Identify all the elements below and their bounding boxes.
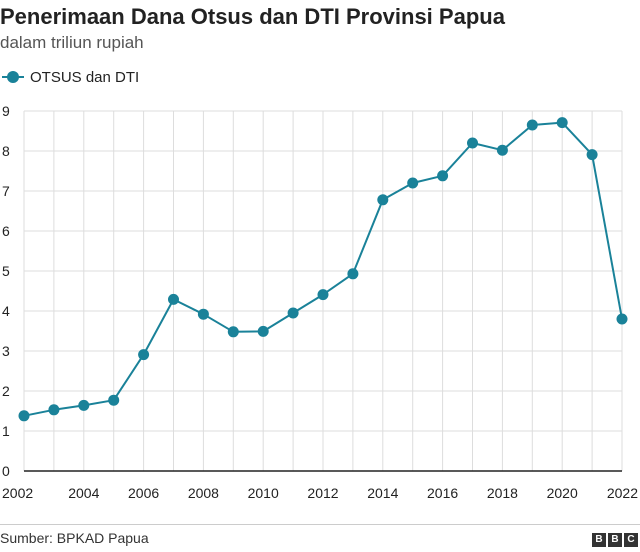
data-point	[138, 349, 150, 361]
data-point	[347, 268, 359, 280]
line-chart: 0 1 2 3 4 5 6 7 8 9 2002 2004 2006 2008 2010 2012 2014 20…	[2, 103, 638, 501]
data-point	[496, 144, 508, 156]
y-tick-label: 0	[2, 463, 10, 479]
chart-subtitle: dalam triliun rupiah	[0, 33, 144, 52]
data-point	[78, 399, 90, 411]
data-point	[616, 313, 628, 325]
source-note: Sumber: BPKAD Papua	[0, 530, 149, 546]
bbc-logo-letter: C	[624, 533, 638, 547]
data-point	[526, 119, 538, 131]
y-tick-label: 2	[2, 383, 10, 399]
y-tick-label: 3	[2, 343, 10, 359]
data-point	[377, 194, 389, 206]
y-tick-label: 4	[2, 303, 10, 319]
y-tick-label: 9	[2, 103, 10, 119]
data-point	[257, 325, 269, 337]
data-point	[586, 149, 598, 161]
data-point	[168, 293, 179, 305]
x-tick-label: 2008	[188, 485, 219, 501]
data-point	[18, 410, 30, 422]
bbc-logo: B B C	[592, 533, 638, 547]
data-point	[467, 137, 478, 149]
data-point	[407, 177, 419, 189]
legend-label: OTSUS dan DTI	[30, 68, 140, 86]
data-point	[437, 170, 449, 182]
data-point	[197, 308, 209, 320]
y-tick-label: 5	[2, 263, 10, 279]
y-tick-label: 8	[2, 143, 10, 159]
footer-divider	[0, 524, 640, 525]
legend: OTSUS dan DTI	[2, 68, 139, 86]
data-point	[108, 394, 120, 406]
data-point	[317, 289, 329, 301]
x-tick-label: 2016	[427, 485, 458, 501]
data-point	[556, 117, 568, 129]
data-point	[227, 326, 239, 338]
x-tick-label: 2018	[487, 485, 518, 501]
y-tick-label: 1	[2, 423, 10, 439]
bbc-logo-letter: B	[608, 533, 622, 547]
x-tick-label: 2014	[367, 485, 398, 501]
x-tick-label: 2022	[607, 485, 638, 501]
chart-title: Penerimaan Dana Otsus dan DTI Provinsi P…	[0, 4, 505, 29]
x-tick-label: 2004	[68, 485, 99, 501]
data-point	[48, 404, 60, 416]
x-tick-label: 2020	[547, 485, 578, 501]
data-point	[287, 307, 299, 319]
y-tick-label: 7	[2, 183, 10, 199]
y-tick-label: 6	[2, 223, 10, 239]
x-tick-label: 2010	[248, 485, 279, 501]
x-tick-label: 2002	[2, 485, 33, 501]
legend-marker-icon	[2, 70, 24, 84]
x-tick-label: 2012	[307, 485, 338, 501]
x-tick-label: 2006	[128, 485, 159, 501]
bbc-logo-letter: B	[592, 533, 606, 547]
